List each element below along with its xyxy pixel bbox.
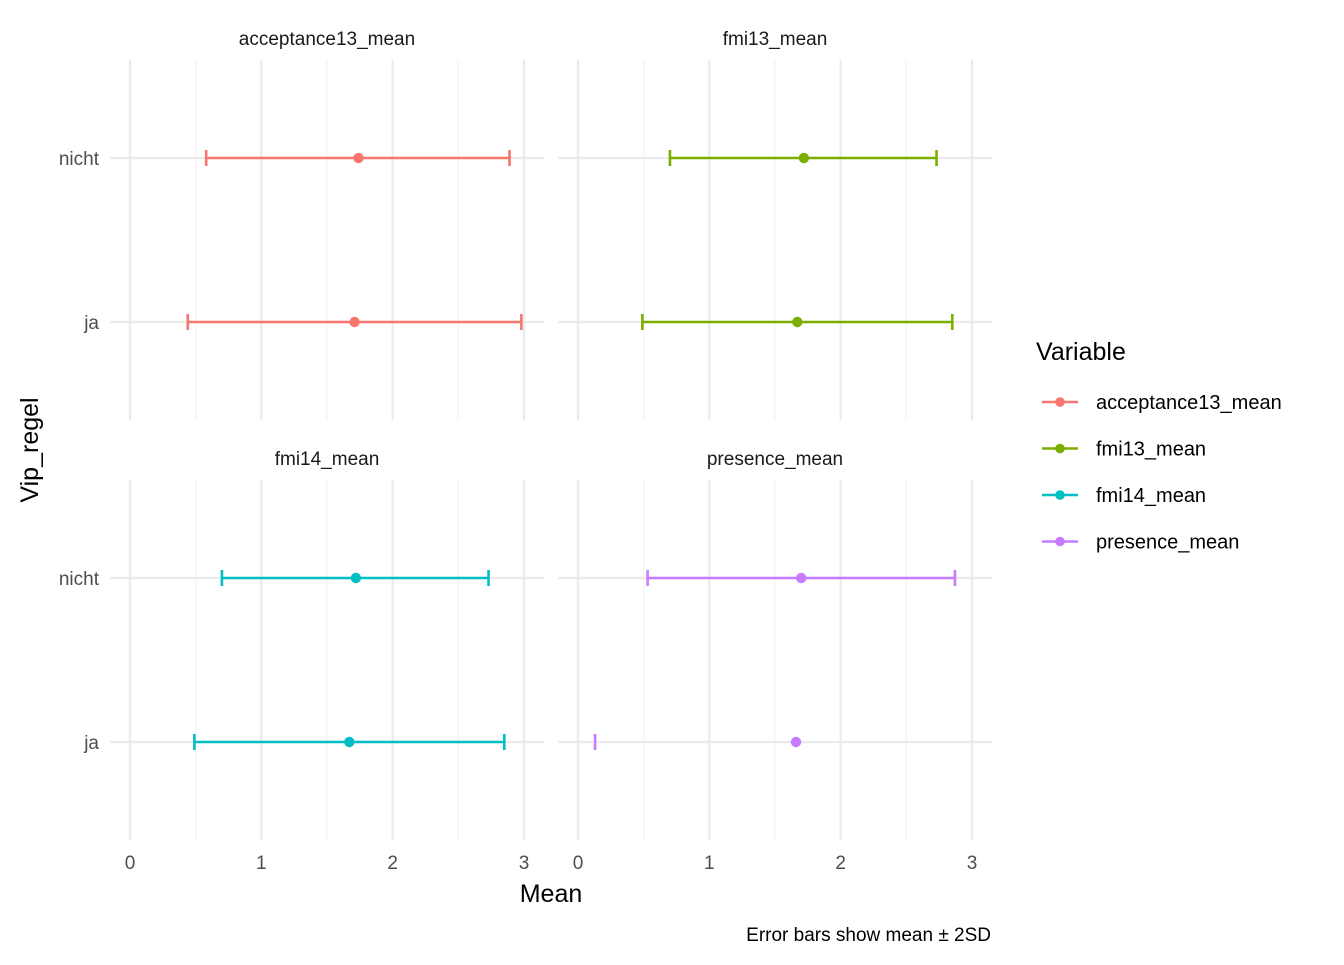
x-axis-title: Mean <box>520 880 583 908</box>
facet-title: fmi14_mean <box>275 449 380 470</box>
legend-label: fmi14_mean <box>1096 485 1206 507</box>
mean-point <box>350 572 362 584</box>
mean-point <box>796 572 807 584</box>
mean-point <box>790 736 802 748</box>
facet-title: acceptance13_mean <box>239 29 415 50</box>
legend-key-point <box>1055 397 1065 407</box>
caption: Error bars show mean ± 2SD <box>746 925 991 946</box>
legend-title: Variable <box>1036 338 1126 366</box>
x-tick-label: 1 <box>256 853 267 874</box>
y-tick-label: ja <box>83 733 99 754</box>
x-tick-label: 3 <box>519 853 530 874</box>
mean-point <box>792 316 803 328</box>
x-tick-label: 3 <box>967 853 978 874</box>
x-tick-label: 2 <box>835 853 846 874</box>
mean-point <box>353 152 364 164</box>
y-tick-label: ja <box>83 313 99 334</box>
y-tick-label: nicht <box>59 569 100 590</box>
y-axis-title: Vip_regel <box>16 397 44 502</box>
legend-key-point <box>1055 536 1065 547</box>
legend-key-point <box>1055 443 1065 454</box>
facet-title: presence_mean <box>707 449 843 470</box>
x-tick-label: 0 <box>573 853 584 874</box>
legend-label: acceptance13_mean <box>1096 392 1282 414</box>
x-tick-label: 0 <box>125 853 136 874</box>
y-tick-label: nicht <box>59 149 100 170</box>
x-tick-label: 2 <box>387 853 398 874</box>
x-tick-label: 1 <box>704 853 715 874</box>
legend-key-point <box>1055 490 1065 500</box>
facet-title: fmi13_mean <box>723 29 828 50</box>
mean-point <box>349 316 360 328</box>
legend-label: fmi13_mean <box>1096 439 1206 461</box>
mean-point <box>798 152 810 164</box>
mean-point <box>344 736 355 748</box>
legend-label: presence_mean <box>1096 532 1239 554</box>
